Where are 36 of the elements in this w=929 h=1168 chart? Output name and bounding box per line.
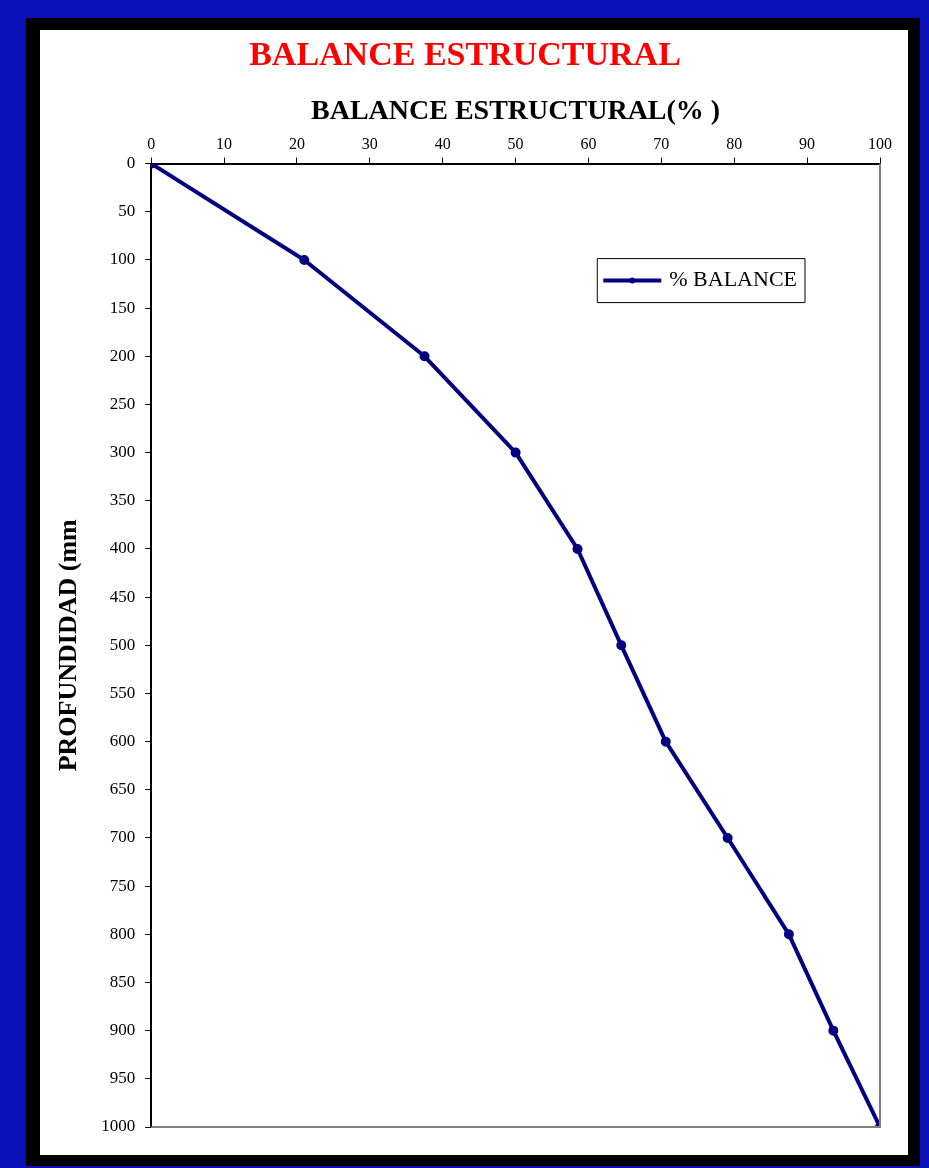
y-tick-label: 250 xyxy=(109,393,136,413)
x-tick-label: 40 xyxy=(434,135,451,153)
y-tick-label: 750 xyxy=(109,875,136,895)
y-tick-label: 650 xyxy=(109,779,136,799)
x-tick-label: 70 xyxy=(653,135,670,153)
y-tick-label: 300 xyxy=(109,442,136,462)
y-tick-label: 450 xyxy=(109,586,136,606)
x-tick-label: 0 xyxy=(147,135,156,153)
y-tick-label: 600 xyxy=(109,731,136,751)
y-tick-label: 200 xyxy=(109,345,136,365)
x-tick-label: 80 xyxy=(726,135,743,153)
y-axis-title: PROFUNDIDAD (mm xyxy=(53,518,83,772)
y-tick-label: 900 xyxy=(109,1020,136,1040)
y-tick-label: 50 xyxy=(118,201,136,221)
y-tick-label: 800 xyxy=(109,923,136,943)
y-tick-label: 850 xyxy=(109,971,136,991)
y-tick-label: 950 xyxy=(109,1068,136,1088)
y-tick-label: 100 xyxy=(109,249,136,269)
y-tick-label: 400 xyxy=(109,538,136,558)
x-tick-label: 30 xyxy=(361,135,378,153)
x-tick-label: 100 xyxy=(868,135,892,153)
x-tick-label: 10 xyxy=(216,135,233,153)
x-tick-label: 50 xyxy=(507,135,524,153)
chart-title: BALANCE ESTRUCTURAL xyxy=(249,35,681,73)
legend-label: % BALANCE xyxy=(669,266,797,292)
y-tick-label: 700 xyxy=(109,827,136,847)
y-tick-label: 550 xyxy=(109,682,136,702)
x-tick-label: 20 xyxy=(288,135,305,153)
y-tick-label: 500 xyxy=(109,634,136,654)
y-tick-label: 1000 xyxy=(101,1116,136,1136)
y-tick-label: 0 xyxy=(126,153,136,173)
x-tick-label: 60 xyxy=(580,135,597,153)
x-tick-label: 90 xyxy=(799,135,816,153)
x-axis-title: BALANCE ESTRUCTURAL(% ) xyxy=(311,93,721,125)
y-tick-label: 350 xyxy=(109,490,136,510)
y-tick-label: 150 xyxy=(109,297,136,317)
